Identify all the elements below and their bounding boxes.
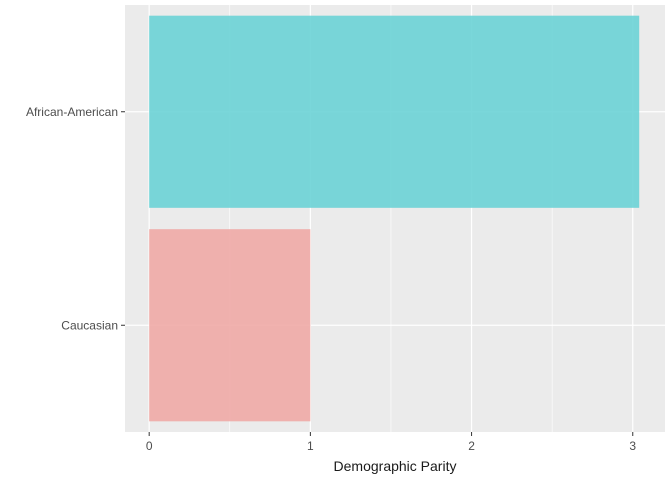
bar-caucasian	[149, 229, 311, 422]
x-tick-label: 0	[146, 439, 153, 453]
x-tick-label: 1	[307, 439, 314, 453]
y-tick-label: Caucasian	[61, 318, 118, 332]
y-axis: African-American Caucasian	[26, 105, 125, 332]
x-axis: 0 1 2 3	[146, 432, 636, 453]
bar-african-american	[149, 15, 640, 208]
y-tick-label: African-American	[26, 105, 118, 119]
bars	[149, 15, 640, 422]
x-axis-title: Demographic Parity	[334, 458, 457, 474]
x-tick-label: 2	[468, 439, 475, 453]
x-tick-label: 3	[629, 439, 636, 453]
